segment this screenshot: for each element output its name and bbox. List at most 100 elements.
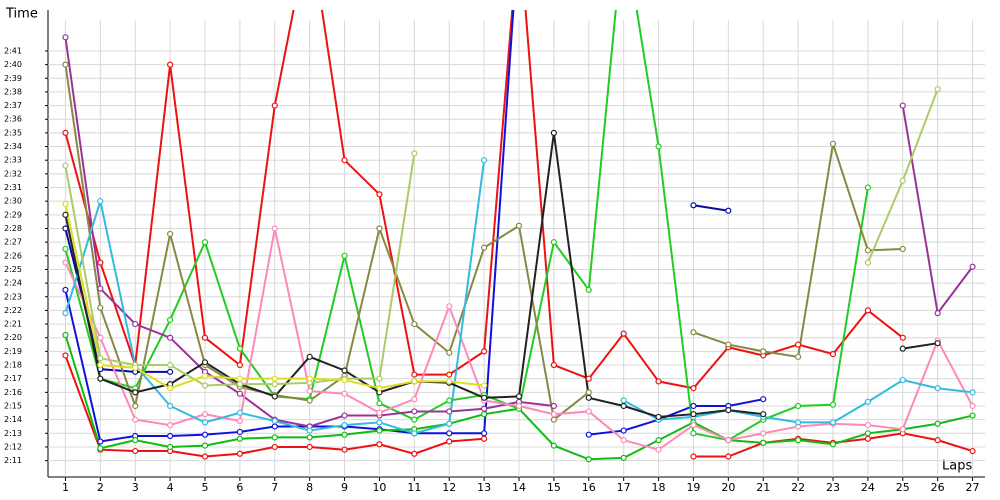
data-point (690, 402, 697, 410)
data-point (795, 353, 802, 360)
data-point (167, 230, 174, 238)
data-point (341, 252, 348, 259)
data-point (620, 454, 627, 461)
x-tick-label: 12 (442, 481, 456, 494)
data-point (411, 320, 418, 328)
data-point (725, 341, 732, 348)
x-tick-label: 18 (652, 481, 666, 494)
data-point (341, 376, 348, 384)
data-point (969, 389, 976, 396)
y-tick-label: 2:25 (4, 265, 22, 274)
data-point (585, 408, 592, 415)
data-point (97, 361, 104, 369)
data-point (167, 368, 174, 375)
data-point (306, 397, 313, 404)
data-point (97, 375, 104, 382)
data-point (690, 430, 697, 437)
data-point (411, 378, 418, 385)
data-point (411, 450, 418, 457)
y-tick-label: 2:37 (4, 101, 22, 110)
data-point (550, 239, 557, 246)
data-point (62, 286, 69, 294)
data-point (306, 443, 313, 451)
data-point (236, 375, 243, 382)
data-point (446, 408, 453, 415)
data-point (760, 348, 767, 355)
data-point (585, 394, 592, 401)
data-point (620, 437, 627, 444)
data-point (864, 247, 871, 254)
y-tick-label: 2:14 (4, 415, 22, 424)
data-point (899, 334, 906, 341)
data-point (795, 402, 802, 410)
data-point (690, 422, 697, 429)
data-point (167, 422, 174, 429)
data-point (62, 352, 69, 359)
data-point (934, 86, 941, 93)
data-point (795, 341, 802, 348)
data-point (620, 397, 627, 404)
data-point (655, 437, 662, 444)
data-point (585, 389, 592, 396)
x-tick-label: 26 (931, 481, 945, 494)
data-point (864, 422, 871, 429)
data-point (306, 375, 313, 382)
data-point (167, 334, 174, 341)
data-point (62, 162, 69, 169)
data-point (585, 286, 592, 294)
data-point (829, 441, 837, 448)
data-point (585, 456, 592, 463)
data-point (481, 411, 488, 418)
data-point (167, 361, 174, 369)
x-axis-label: Laps (942, 459, 972, 474)
data-point (864, 430, 871, 437)
data-point (201, 442, 209, 449)
data-point (864, 435, 871, 442)
y-tick-label: 2:27 (4, 238, 22, 247)
plot-area (62, 10, 976, 463)
data-point (899, 245, 906, 253)
data-point (969, 447, 976, 455)
data-point (271, 423, 278, 430)
data-point (446, 397, 453, 404)
data-point (446, 378, 453, 385)
data-point (760, 411, 767, 418)
data-point (341, 446, 348, 453)
data-point (341, 367, 348, 374)
data-point (690, 453, 697, 460)
x-tick-label: 8 (306, 481, 313, 494)
data-point (446, 349, 453, 356)
data-point (969, 263, 976, 270)
data-point (969, 412, 976, 419)
data-point (167, 61, 174, 68)
data-point (341, 422, 348, 429)
data-point (411, 150, 418, 157)
data-point (306, 353, 313, 360)
x-tick-label: 21 (756, 481, 770, 494)
data-point (899, 102, 906, 109)
data-point (411, 396, 418, 403)
data-point (201, 359, 209, 366)
y-tick-label: 2:41 (4, 46, 22, 55)
y-tick-label: 2:30 (4, 197, 22, 206)
y-tick-label: 2:18 (4, 361, 22, 370)
data-point (62, 245, 69, 253)
data-point (97, 438, 104, 445)
data-point (411, 408, 418, 415)
data-point (62, 211, 69, 218)
data-point (446, 430, 453, 437)
y-tick-label: 2:39 (4, 74, 22, 83)
data-point (97, 285, 104, 292)
y-tick-label: 2:35 (4, 128, 22, 137)
x-tick-label: 13 (477, 481, 491, 494)
data-point (201, 431, 209, 438)
data-point (201, 419, 209, 426)
y-tick-label: 2:23 (4, 292, 22, 301)
data-point (829, 351, 837, 358)
data-point (271, 393, 278, 400)
data-point (341, 390, 348, 397)
x-tick-label: 5 (202, 481, 209, 494)
data-point (376, 427, 383, 434)
x-tick-label: 15 (547, 481, 561, 494)
x-tick-label: 3 (132, 481, 139, 494)
